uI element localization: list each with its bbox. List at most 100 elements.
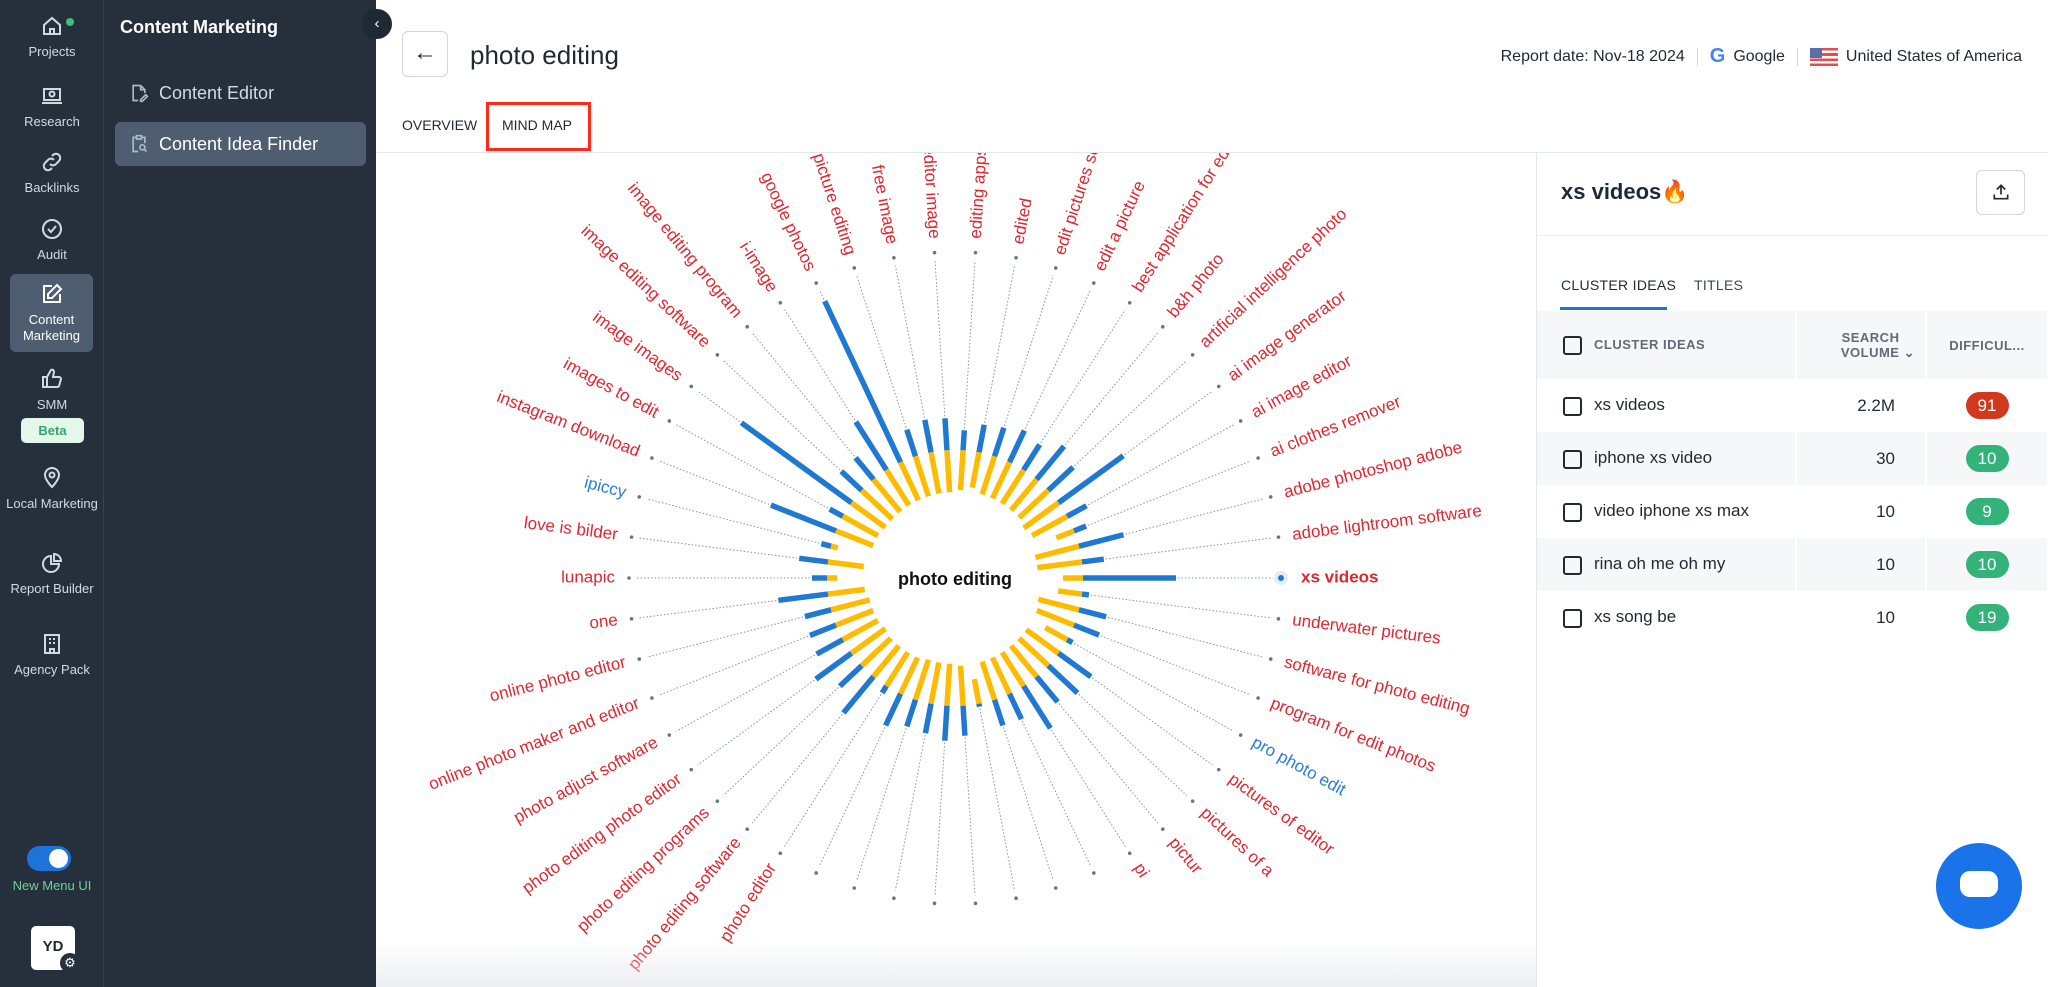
node-dot — [1276, 535, 1281, 539]
secondary-sidebar: Content Marketing Content Editor Content… — [104, 0, 376, 987]
node-label[interactable]: photo editing photo editor — [519, 769, 686, 897]
gear-icon[interactable]: ⚙ — [60, 953, 80, 973]
inner-bar — [928, 661, 942, 705]
node-label[interactable]: pi — [1130, 859, 1153, 880]
outer-bar — [1056, 651, 1093, 679]
outer-bar — [1078, 607, 1107, 620]
node-label[interactable]: edited — [1008, 197, 1035, 246]
report-date: Report date: Nov-18 2024 — [1500, 47, 1685, 65]
rail-item-backlinks[interactable]: Backlinks — [0, 150, 104, 196]
connector-line — [1051, 729, 1126, 847]
node-label[interactable]: free editor image — [917, 153, 944, 239]
upload-icon — [1993, 184, 2008, 200]
node-label[interactable]: lunapic — [561, 567, 615, 586]
inner-bar — [957, 450, 966, 491]
column-header: SEARCH VOLUME — [1840, 329, 1900, 360]
node-label[interactable]: pictur — [1165, 833, 1206, 877]
row-checkbox[interactable] — [1563, 502, 1582, 522]
node-label[interactable]: editing apps — [966, 153, 991, 239]
rail-item-smm[interactable]: SMM — [0, 367, 104, 413]
node-label[interactable]: b&h photo — [1164, 250, 1228, 322]
node-label[interactable]: photo editing software — [624, 833, 745, 973]
node-label[interactable]: artificial intelligence photo — [1196, 204, 1351, 351]
sidebar-item-content-editor[interactable]: Content Editor — [115, 71, 366, 115]
export-button[interactable] — [1976, 170, 2025, 215]
inner-bar — [989, 461, 1012, 500]
node-label[interactable]: i-image — [736, 238, 782, 295]
row-checkbox[interactable] — [1563, 396, 1582, 416]
inner-bar — [989, 656, 1012, 695]
node-label[interactable]: photo editing programs — [573, 803, 713, 936]
node-label[interactable]: image editing software — [577, 221, 714, 351]
node-label[interactable]: photo editor — [716, 859, 780, 945]
node-label[interactable]: ipiccy — [582, 473, 628, 502]
connector-line — [697, 390, 741, 423]
node-label[interactable]: image editing program — [624, 179, 746, 321]
node-label[interactable]: adobe photoshop adobe — [1282, 438, 1464, 502]
new-menu-toggle[interactable] — [27, 846, 71, 871]
outer-bar — [960, 705, 968, 736]
node-label[interactable]: xs videos — [1301, 567, 1379, 586]
node-label[interactable]: adobe lightroom software — [1291, 501, 1483, 544]
icon-rail: Projects Research Backlinks Audit Conten… — [0, 0, 104, 987]
divider — [1537, 235, 2048, 236]
row-checkbox[interactable] — [1563, 449, 1582, 469]
node-label[interactable]: pictures of a — [1197, 803, 1278, 881]
node-dot — [814, 281, 818, 285]
tab-mind-map[interactable]: MIND MAP — [502, 117, 572, 133]
connector-line — [856, 728, 907, 881]
node-label[interactable]: love is bilder — [523, 513, 619, 544]
inner-bar — [979, 455, 998, 496]
connector-line — [722, 359, 841, 471]
rail-item-content-marketing[interactable]: Content Marketing — [10, 274, 93, 352]
outer-bar — [976, 424, 987, 453]
node-label[interactable]: google photos — [757, 169, 820, 274]
row-checkbox[interactable] — [1563, 555, 1582, 575]
outer-bar — [778, 591, 829, 604]
page-title: photo editing — [470, 40, 619, 70]
select-all-checkbox[interactable] — [1563, 335, 1582, 355]
column-header: DIFFICUL... — [1949, 337, 2025, 353]
building-icon — [44, 634, 60, 654]
rail-item-projects[interactable]: Projects — [0, 14, 104, 60]
inner-bar — [999, 468, 1026, 506]
outer-bar — [1072, 622, 1101, 638]
sidebar-title: Content Marketing — [120, 17, 279, 37]
cluster-idea: iphone xs video — [1594, 448, 1713, 468]
rail-item-local-marketing[interactable]: Local Marketing — [0, 466, 104, 512]
divider — [376, 152, 2048, 153]
outer-bar — [1056, 453, 1125, 505]
column-header-volume[interactable]: SEARCH VOLUME ⌄ — [1796, 311, 1927, 379]
connector-line — [1107, 616, 1264, 658]
connector-line — [856, 275, 907, 428]
back-button[interactable]: ← — [402, 31, 448, 77]
inner-bar — [827, 586, 866, 597]
inner-bar — [1017, 636, 1051, 668]
outer-bar — [815, 637, 845, 657]
node-label[interactable]: online photo maker and editor — [426, 693, 642, 794]
table-row: iphone xs video 30 10 — [1537, 432, 2048, 485]
rail-label: Agency Pack — [14, 662, 90, 677]
rail-item-audit[interactable]: Audit — [0, 217, 104, 263]
tab-cluster-ideas[interactable]: CLUSTER IDEAS — [1561, 277, 1677, 293]
outer-bar — [879, 684, 889, 695]
tab-overview[interactable]: OVERVIEW — [402, 117, 478, 133]
node-label[interactable]: underwater pictures — [1291, 610, 1442, 648]
outer-bar — [960, 430, 968, 451]
tab-titles[interactable]: TITLES — [1694, 277, 1744, 293]
collapse-sidebar-button[interactable]: ‹ — [362, 9, 392, 39]
sidebar-item-label: Content Editor — [159, 83, 275, 103]
sidebar-item-label: Content Idea Finder — [159, 134, 319, 154]
table-header: CLUSTER IDEAS SEARCH VOLUME ⌄ DIFFICUL..… — [1537, 311, 2048, 379]
node-label[interactable]: free image — [868, 163, 902, 245]
panel-title: xs videos🔥 — [1561, 179, 1689, 205]
node-label[interactable]: one — [588, 610, 619, 632]
node-label[interactable]: online photo editor — [488, 652, 629, 705]
rail-item-agency-pack[interactable]: Agency Pack — [0, 632, 104, 678]
row-checkbox[interactable] — [1563, 608, 1582, 628]
rail-item-report-builder[interactable]: Report Builder — [0, 551, 104, 597]
rail-item-research[interactable]: Research — [0, 84, 104, 130]
chat-button[interactable] — [1936, 843, 2022, 929]
node-label[interactable]: edit a picture — [1090, 178, 1149, 274]
sidebar-item-content-idea-finder[interactable]: Content Idea Finder — [115, 122, 366, 166]
